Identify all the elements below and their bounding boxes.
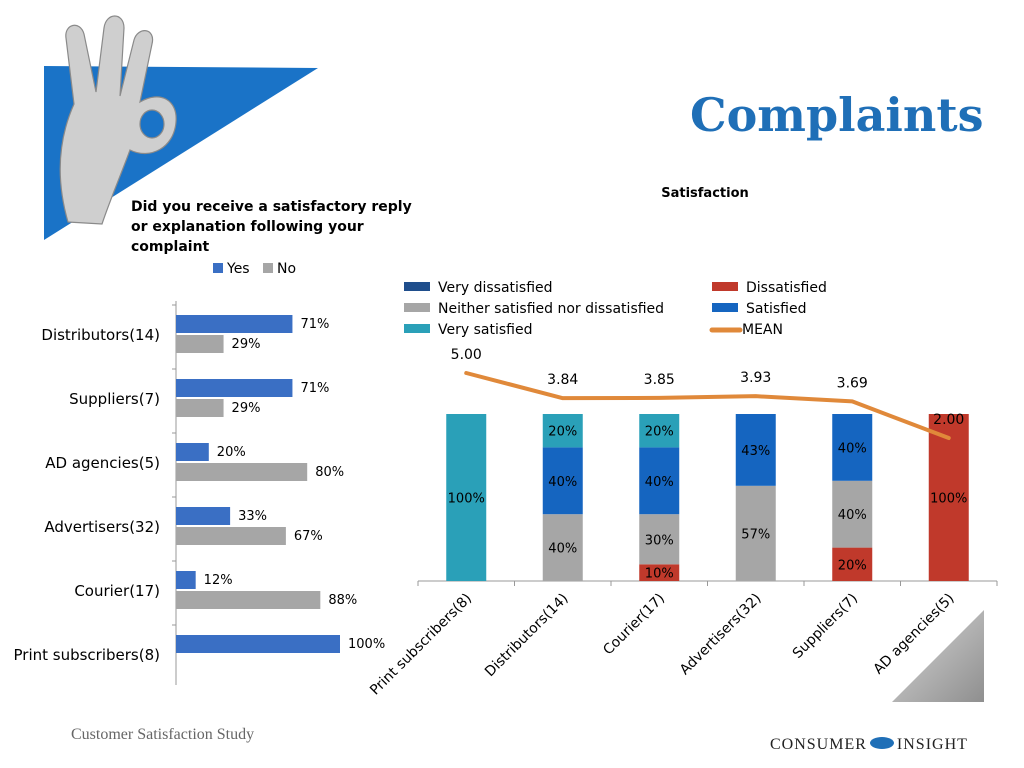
stack-segment bbox=[639, 514, 680, 565]
data-label-yes: 20% bbox=[217, 445, 246, 460]
bar-no bbox=[176, 463, 308, 481]
corner-decoration bbox=[892, 610, 984, 702]
legend-label-yes: Yes bbox=[226, 261, 250, 277]
data-label-yes: 100% bbox=[348, 637, 385, 652]
data-label-no: 67% bbox=[294, 529, 323, 544]
data-label-no: 29% bbox=[232, 401, 261, 416]
category-label: Suppliers(7) bbox=[69, 390, 160, 408]
legend-swatch bbox=[404, 324, 430, 333]
legend-swatch bbox=[712, 303, 738, 312]
bar-no bbox=[176, 591, 321, 609]
category-label: Advertisers(32) bbox=[44, 518, 160, 536]
segment-label: 40% bbox=[548, 542, 577, 557]
stack-segment bbox=[639, 447, 680, 515]
category-label: Print subscribers(8) bbox=[14, 646, 161, 664]
bar-no bbox=[176, 527, 286, 545]
mean-label: 3.84 bbox=[547, 372, 578, 388]
legend-swatch bbox=[404, 282, 430, 291]
footer-brand-logo: CONSUMER INSIGHT bbox=[770, 736, 968, 754]
bar-yes bbox=[176, 571, 196, 589]
bar-yes bbox=[176, 315, 293, 333]
segment-label: 40% bbox=[548, 475, 577, 490]
stack-segment bbox=[832, 547, 873, 581]
segment-label: 20% bbox=[548, 425, 577, 440]
stack-segment bbox=[639, 564, 680, 581]
category-label: Print subscribers(8) bbox=[367, 591, 475, 699]
data-label-no: 88% bbox=[328, 593, 357, 608]
segment-label: 40% bbox=[838, 441, 867, 456]
brand-word-left: CONSUMER bbox=[770, 736, 867, 753]
bar-yes bbox=[176, 443, 209, 461]
stack-segment bbox=[928, 414, 969, 581]
legend-swatch bbox=[712, 282, 738, 291]
bar-yes bbox=[176, 379, 293, 397]
stack-segment bbox=[735, 485, 776, 581]
stack-segment bbox=[542, 514, 583, 581]
brand-word-right: INSIGHT bbox=[896, 736, 968, 753]
category-label: Courier(17) bbox=[74, 582, 160, 600]
segment-label: 20% bbox=[645, 425, 674, 440]
category-label: Courier(17) bbox=[600, 591, 668, 659]
complaint-reply-bar-chart: Yes No Distributors(14) 71% 29% Suppliers(7) 7… bbox=[14, 261, 385, 685]
mean-label: 3.85 bbox=[644, 372, 675, 388]
data-label-yes: 12% bbox=[204, 573, 233, 588]
segment-label: 30% bbox=[645, 533, 674, 548]
legend-label-mean: MEAN bbox=[742, 322, 783, 338]
data-label-yes: 71% bbox=[300, 317, 329, 332]
data-label-no: 29% bbox=[232, 337, 261, 352]
mean-label: 5.00 bbox=[451, 347, 482, 363]
stack-segment bbox=[446, 414, 487, 581]
page-title: Complaints bbox=[690, 88, 984, 142]
segment-label: 57% bbox=[741, 527, 770, 542]
segment-label: 100% bbox=[448, 492, 485, 507]
legend-label-no: No bbox=[277, 261, 296, 277]
legend-swatch-yes bbox=[213, 263, 223, 273]
data-label-yes: 71% bbox=[300, 381, 329, 396]
legend-label: Neither satisfied nor dissatisfied bbox=[438, 301, 664, 317]
segment-label: 10% bbox=[645, 567, 674, 582]
segment-label: 40% bbox=[838, 508, 867, 523]
legend-label: Dissatisfied bbox=[746, 280, 827, 296]
mean-label: 3.69 bbox=[837, 375, 868, 391]
bar-no bbox=[176, 399, 224, 417]
legend-label: Very satisfied bbox=[438, 322, 532, 338]
category-label: Suppliers(7) bbox=[790, 591, 861, 662]
category-label: AD agencies(5) bbox=[45, 454, 160, 472]
legend-label: Very dissatisfied bbox=[438, 280, 553, 296]
bar-no bbox=[176, 335, 224, 353]
stack-segment bbox=[832, 414, 873, 481]
stack-segment bbox=[735, 414, 776, 486]
satisfaction-stacked-chart: Very dissatisfied Dissatisfied Neither sat… bbox=[367, 280, 998, 699]
category-label: Distributors(14) bbox=[482, 591, 572, 681]
stack-segment bbox=[639, 414, 680, 448]
category-label: Distributors(14) bbox=[41, 326, 160, 344]
legend-swatch bbox=[404, 303, 430, 312]
legend-label: Satisfied bbox=[746, 301, 806, 317]
hand-ok-gesture-graphic bbox=[44, 15, 318, 240]
stack-segment bbox=[542, 414, 583, 448]
legend-swatch-no bbox=[263, 263, 273, 273]
mean-line bbox=[464, 371, 951, 440]
segment-label: 43% bbox=[741, 444, 770, 459]
mean-label: 3.93 bbox=[740, 370, 771, 386]
category-label: Advertisers(32) bbox=[677, 591, 765, 679]
data-label-no: 80% bbox=[315, 465, 344, 480]
stack-segment bbox=[832, 480, 873, 548]
survey-question: Did you receive a satisfactory reply or … bbox=[131, 199, 412, 255]
segment-label: 100% bbox=[930, 492, 967, 507]
segment-label: 20% bbox=[838, 558, 867, 573]
bar-yes bbox=[176, 507, 231, 525]
mean-label: 2.00 bbox=[933, 412, 964, 428]
satisfaction-chart-title: Satisfaction bbox=[661, 186, 749, 201]
eye-icon bbox=[869, 737, 894, 750]
bar-yes bbox=[176, 635, 340, 653]
footer-study-name: Customer Satisfaction Study bbox=[71, 726, 255, 743]
stack-segment bbox=[542, 447, 583, 515]
segment-label: 40% bbox=[645, 475, 674, 490]
data-label-yes: 33% bbox=[238, 509, 267, 524]
